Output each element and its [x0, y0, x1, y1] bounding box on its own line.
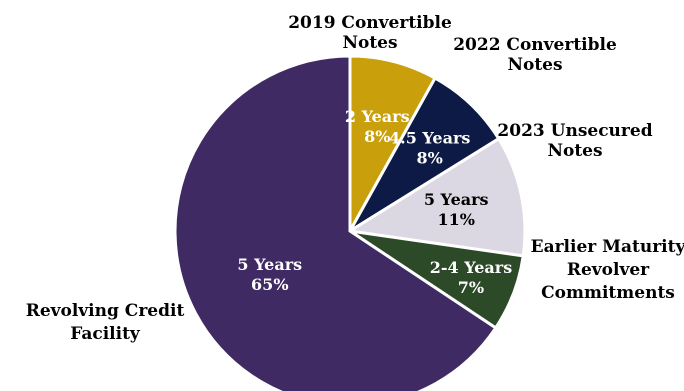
slice-data-label: 5 Years 11%: [424, 190, 489, 229]
slice-category-labels: 2019 Convertible Notes 2022 Convertible Not…: [26, 13, 684, 344]
slice-data-label: 2-4 Years 7%: [430, 258, 513, 297]
pie-slice-5: [173, 54, 498, 391]
pie-slices: [173, 54, 527, 391]
slice-category-label: 2022 Convertible Notes: [453, 35, 617, 75]
slice-category-label: 2023 Unsecured Notes: [497, 121, 652, 161]
pie-slice-1: [348, 54, 438, 237]
slice-data-label: 5 Years 65%: [237, 255, 302, 294]
pie-slice-3: [345, 136, 527, 258]
slice-category-label: Earlier Maturity Revolver Commitments: [531, 237, 684, 303]
slice-data-label: 4.5 Years 8%: [389, 128, 470, 167]
slice-data-label: 2 Years 8%: [345, 107, 410, 146]
slice-category-label: Revolving Credit Facility: [26, 301, 185, 344]
slice-data-labels: 2 Years 8%4.5 Years 8% 5 Years 11% 2-4 Years 7…: [237, 107, 512, 297]
slice-category-label: 2019 Convertible Notes: [288, 13, 452, 53]
pie-slice-2: [345, 76, 501, 236]
